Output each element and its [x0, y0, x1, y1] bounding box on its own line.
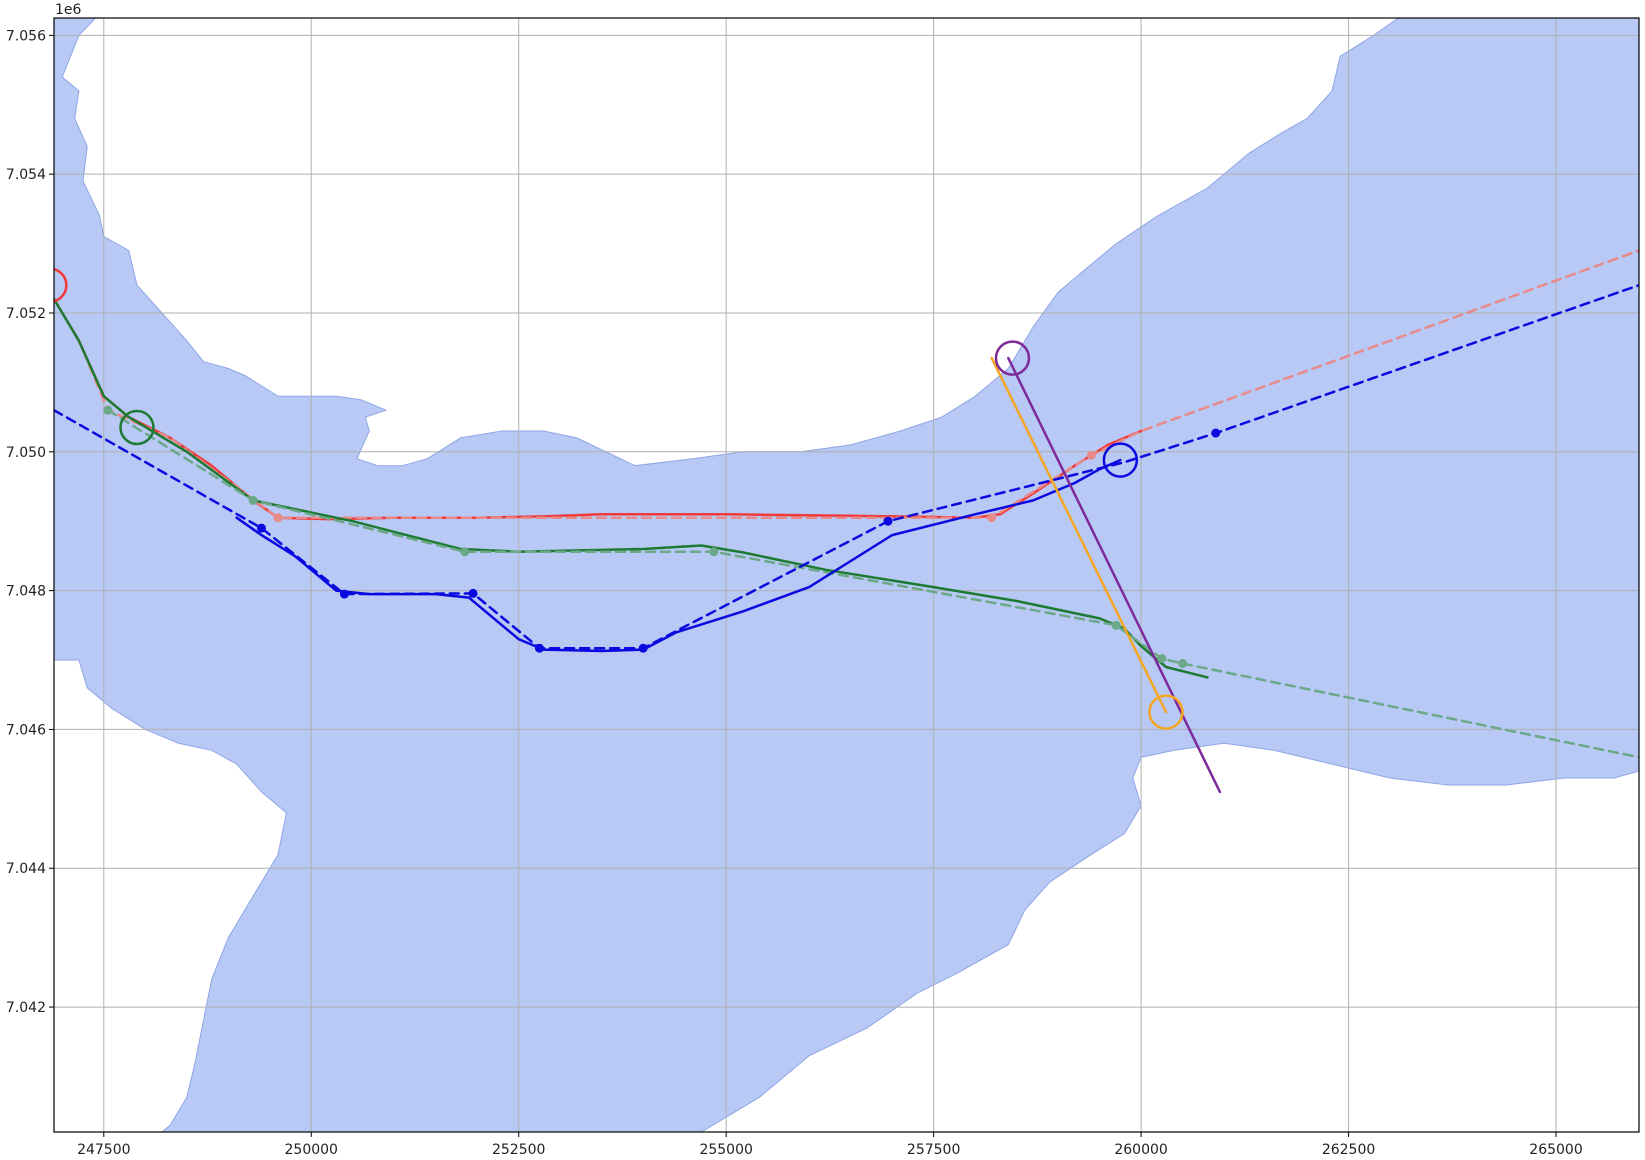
- x-axis: 247500 250000 252500 255000 257500 260000 2625…: [77, 1132, 1583, 1158]
- waypoint-marker: [1157, 654, 1167, 664]
- x-tick-label: 257500: [907, 1142, 960, 1158]
- y-tick-label: 7.056: [6, 28, 46, 44]
- plot-frame: [53, 17, 1640, 1133]
- x-tick-label: 255000: [699, 1142, 752, 1158]
- x-tick-label: 265000: [1529, 1142, 1582, 1158]
- land-polygon: [54, 659, 287, 1132]
- y-tick-label: 7.044: [6, 861, 46, 877]
- waypoint-marker: [273, 513, 283, 523]
- waypoint-marker: [883, 516, 893, 526]
- waypoint-marker: [1111, 620, 1121, 630]
- y-axis: 7.042 7.044 7.046 7.048 7.050 7.052 7.054 7.056: [6, 28, 54, 1016]
- waypoint-marker: [709, 547, 719, 557]
- route-line: [106, 408, 1639, 759]
- waypoint-marker: [1211, 428, 1221, 438]
- y-tick-label: 7.048: [6, 584, 46, 600]
- waypoint-marker: [987, 513, 997, 523]
- y-tick-label: 7.052: [6, 306, 46, 322]
- land-polygon: [700, 742, 1639, 1132]
- route-line: [1007, 356, 1222, 794]
- waypoint-marker: [248, 495, 258, 505]
- x-tick-label: 252500: [492, 1142, 545, 1158]
- route-line: [54, 283, 1639, 650]
- route-line: [990, 356, 1168, 714]
- waypoint-marker: [468, 588, 478, 598]
- y-tick-label: 7.050: [6, 445, 46, 461]
- waypoint-marker: [1178, 658, 1188, 668]
- waypoint-marker: [638, 643, 648, 653]
- y-tick-label: 7.042: [6, 1000, 46, 1016]
- x-tick-label: 250000: [285, 1142, 338, 1158]
- grid-layer: [54, 18, 1639, 1132]
- position-circle: [994, 340, 1031, 376]
- series-layer: [54, 249, 1639, 794]
- waypoint-marker: [460, 547, 470, 557]
- position-circle: [54, 267, 68, 303]
- waypoint-marker: [103, 405, 113, 415]
- position-circle: [119, 409, 155, 446]
- position-circle: [1102, 442, 1139, 478]
- y-tick-label: 7.046: [6, 722, 46, 738]
- x-tick-label: 262500: [1322, 1142, 1375, 1158]
- circle-layer: [54, 267, 1184, 730]
- x-tick-label: 260000: [1114, 1142, 1167, 1158]
- waypoint-marker: [256, 523, 266, 533]
- waypoint-marker: [1086, 450, 1096, 460]
- y-offset-label: 1e6: [55, 2, 82, 18]
- waypoint-marker: [339, 589, 349, 599]
- waypoint-marker: [534, 643, 544, 653]
- x-tick-label: 247500: [77, 1142, 130, 1158]
- y-tick-label: 7.054: [6, 167, 46, 183]
- route-line: [54, 249, 1639, 519]
- position-circle: [1148, 694, 1184, 730]
